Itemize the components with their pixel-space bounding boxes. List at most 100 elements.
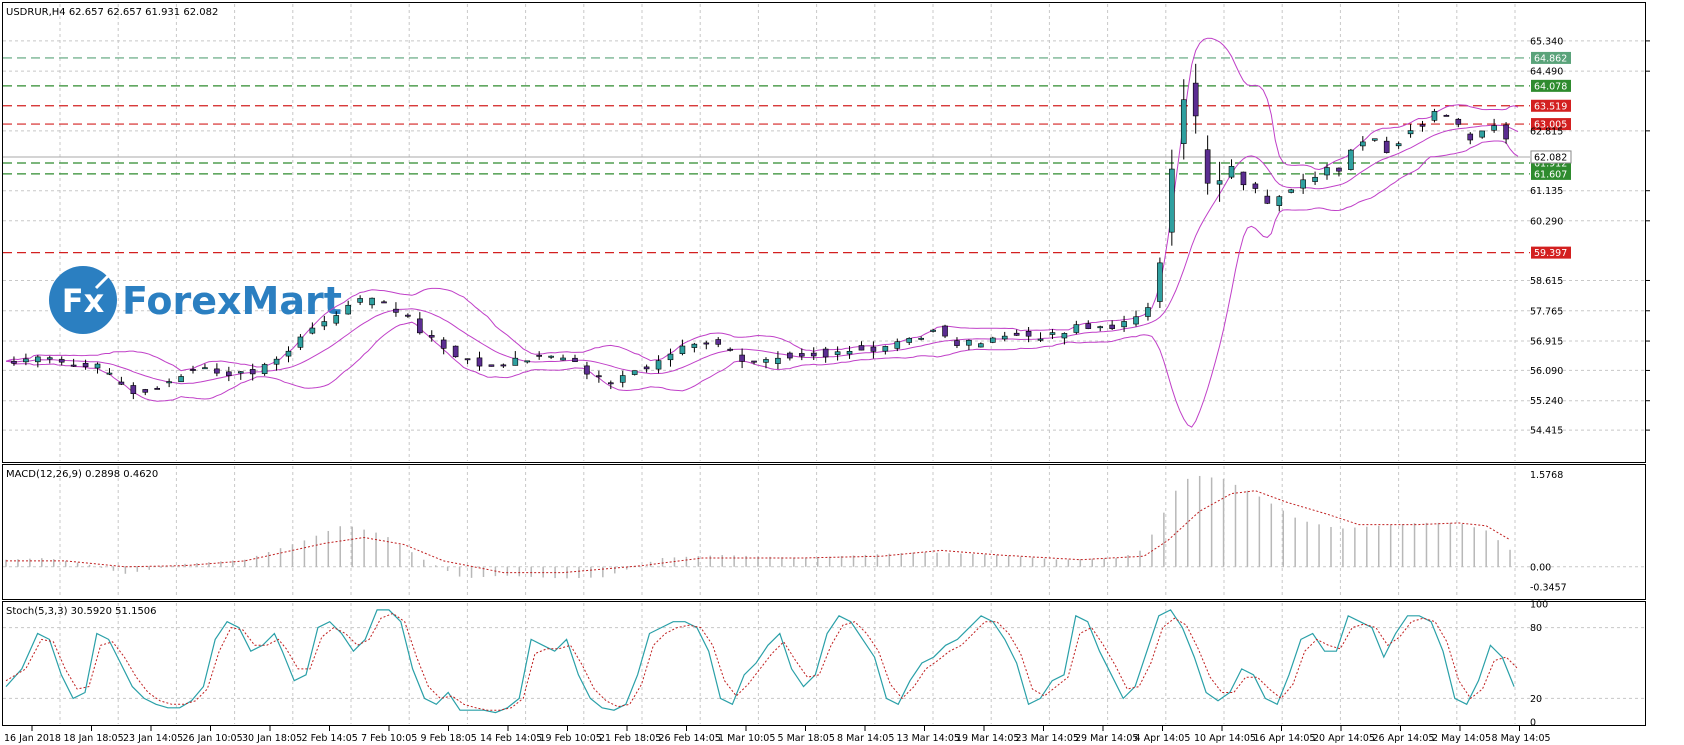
price-axis: 65.340 64.490 62.815 61.135 60.290 58.615 57.7…	[1530, 36, 1650, 729]
forexmart-logo: Fx ForexMart	[49, 266, 342, 334]
bull-candle	[1360, 141, 1366, 147]
bear-candle	[142, 389, 149, 393]
bear-candle	[584, 365, 590, 375]
time-tick-label: 4 Apr 14:05	[1135, 733, 1191, 744]
stoch-signal-line	[5, 612, 1519, 711]
bull-candle	[202, 367, 208, 370]
price-tick-label: 54.415	[1530, 426, 1563, 437]
bull-candle	[261, 364, 268, 374]
bear-candle	[536, 354, 542, 357]
time-tick-label: 30 Jan 18:05	[242, 733, 302, 744]
bull-candle	[273, 358, 280, 365]
level-label: 63.519	[1534, 101, 1567, 112]
bull-candle	[321, 321, 328, 327]
price-tick-label: 64.490	[1530, 67, 1563, 78]
time-tick-label: 7 Feb 10:05	[361, 733, 417, 744]
bull-candle	[691, 343, 698, 348]
bull-candle	[369, 297, 375, 306]
bear-candle	[572, 357, 578, 363]
bollinger-lower	[5, 140, 1519, 428]
bear-candle	[727, 348, 733, 351]
time-tick-label: 21 Feb 18:05	[599, 733, 661, 744]
bull-candle	[846, 350, 853, 355]
time-tick-label: 9 Feb 18:05	[421, 733, 477, 744]
time-tick-label: 26 Feb 14:05	[659, 733, 721, 744]
bear-candle	[1336, 167, 1342, 172]
bear-candle	[440, 339, 447, 349]
bear-candle	[1240, 171, 1247, 186]
macd-tick-label: 1.5768	[1530, 470, 1563, 481]
bull-candle	[1288, 189, 1294, 193]
macd-signal-line	[6, 490, 1511, 574]
bear-candle	[1503, 124, 1509, 140]
bear-candle	[822, 348, 829, 358]
level-label: 64.078	[1534, 81, 1567, 92]
price-tick-label: 58.615	[1530, 276, 1563, 287]
grid	[3, 4, 1645, 724]
bear-candle	[942, 325, 948, 337]
level-tag	[1531, 167, 1571, 180]
bear-candle	[1085, 323, 1092, 329]
bollinger-middle	[5, 124, 1519, 385]
bear-candle	[381, 301, 387, 304]
bull-candle	[35, 356, 41, 363]
bull-candle	[966, 339, 972, 346]
price-tick-label: 60.290	[1530, 216, 1563, 227]
bull-candle	[1491, 125, 1497, 131]
macd-tick-label: -0.3457	[1530, 582, 1567, 593]
level-label: 59.397	[1534, 248, 1567, 259]
bear-candle	[810, 352, 817, 357]
level-tag	[1531, 51, 1571, 64]
current-price-tag	[1530, 150, 1572, 164]
bull-candle	[1061, 333, 1068, 339]
bear-candle	[488, 364, 495, 367]
level-tag	[1531, 118, 1571, 131]
bull-candle	[989, 337, 996, 343]
macd-label: MACD(12,26,9) 0.2898 0.4620	[6, 469, 158, 480]
bear-candle	[739, 354, 745, 362]
time-tick-label: 16 Apr 14:05	[1254, 733, 1316, 744]
bull-candle	[763, 359, 769, 363]
bull-candle	[1276, 196, 1283, 206]
time-tick-label: 1 Mar 10:05	[718, 733, 775, 744]
bull-candle	[1097, 326, 1104, 329]
bull-candle	[345, 304, 351, 315]
bull-candle	[1395, 143, 1402, 147]
time-tick-label: 5 Mar 18:05	[778, 733, 835, 744]
bear-candle	[118, 381, 125, 385]
time-tick-label: 10 Apr 14:05	[1194, 733, 1256, 744]
stochastic-indicator	[5, 609, 1519, 714]
time-tick-label: 26 Apr 14:05	[1373, 733, 1435, 744]
bull-candle	[357, 298, 363, 303]
bull-candle	[930, 329, 936, 332]
bull-candle	[775, 357, 781, 364]
level-label: 64.862	[1534, 53, 1567, 64]
bull-candle	[1169, 168, 1175, 233]
bull-candle	[631, 370, 638, 375]
bear-candle	[596, 375, 602, 378]
bear-candle	[1419, 124, 1426, 127]
level-tag	[1531, 99, 1571, 112]
bull-candle	[679, 345, 686, 354]
bear-candle	[393, 308, 399, 313]
bull-candle	[178, 376, 184, 383]
bear-candle	[154, 387, 160, 390]
bear-candle	[1109, 324, 1115, 329]
bear-candle	[82, 362, 89, 368]
bull-candle	[46, 357, 53, 360]
bull-candle	[1228, 166, 1235, 178]
bull-candle	[1431, 111, 1438, 121]
bear-candle	[1252, 183, 1259, 189]
bull-candle	[297, 336, 304, 348]
bear-candle	[1264, 195, 1271, 204]
time-axis: 16 Jan 2018 18 Jan 18:05 23 Jan 14:05 26 Ja…	[4, 726, 1551, 744]
macd-panel	[2, 464, 1646, 600]
arrow-up-icon	[94, 268, 116, 290]
bear-candle	[190, 369, 196, 371]
stoch-tick-label: 100	[1530, 600, 1548, 611]
price-tick-label: 56.090	[1530, 366, 1563, 377]
bull-candle	[1157, 262, 1163, 302]
bollinger-bands	[5, 37, 1519, 428]
bull-candle	[1371, 138, 1378, 141]
